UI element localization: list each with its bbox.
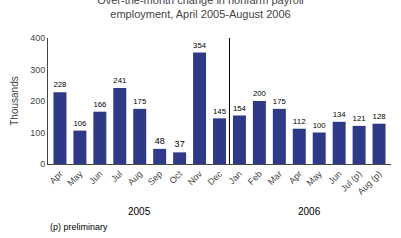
svg-text:134: 134 [333,110,347,119]
svg-text:May: May [305,168,324,187]
svg-text:(p) preliminary: (p) preliminary [50,222,108,232]
svg-text:0: 0 [40,159,45,169]
svg-text:175: 175 [273,97,286,106]
svg-text:37: 37 [175,139,185,149]
svg-text:228: 228 [53,80,66,89]
svg-text:Over-the-month change in nonfa: Over-the-month change in nonfarm payroll… [97,0,304,20]
svg-text:Apr: Apr [287,169,304,186]
svg-text:Jun: Jun [326,169,343,186]
svg-text:Jun: Jun [87,169,104,186]
svg-text:Jan: Jan [227,169,244,186]
svg-text:Apr: Apr [48,169,65,186]
svg-text:241: 241 [113,76,126,85]
svg-text:Aug (p): Aug (p) [356,169,384,197]
svg-text:128: 128 [373,112,386,121]
svg-text:Sep: Sep [146,169,164,187]
svg-text:Jul: Jul [109,169,124,184]
svg-text:145: 145 [213,107,226,116]
svg-text:Aug: Aug [126,169,144,187]
svg-text:Feb: Feb [246,169,264,187]
svg-text:154: 154 [233,104,247,113]
svg-text:Mar: Mar [266,169,284,187]
svg-text:48: 48 [155,136,165,146]
svg-text:Thousands: Thousands [9,76,20,125]
svg-text:166: 166 [93,100,106,109]
svg-text:175: 175 [133,97,146,106]
svg-text:200: 200 [253,89,266,98]
svg-text:354: 354 [193,41,207,50]
svg-text:400: 400 [30,33,45,43]
svg-text:May: May [65,168,84,187]
svg-text:Oct: Oct [167,168,184,185]
svg-text:300: 300 [30,65,45,75]
svg-text:106: 106 [73,119,86,128]
svg-text:112: 112 [293,117,306,126]
svg-text:Dec: Dec [206,168,225,187]
svg-text:2006: 2006 [298,206,321,217]
svg-text:100: 100 [30,128,45,138]
svg-text:100: 100 [313,121,326,130]
svg-text:Jul (p): Jul (p) [339,169,364,194]
svg-text:200: 200 [30,96,45,106]
svg-text:121: 121 [353,114,366,123]
svg-text:Nov: Nov [186,168,205,187]
svg-text:2005: 2005 [128,206,151,217]
